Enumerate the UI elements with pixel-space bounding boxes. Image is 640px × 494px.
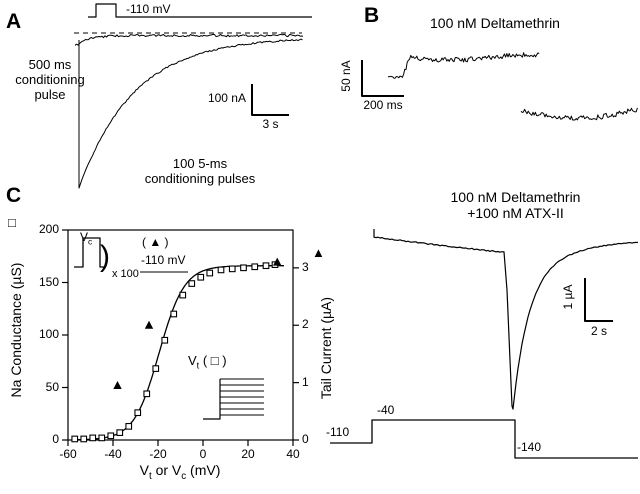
- conductance-point: [179, 291, 187, 299]
- panel-a-voltage-label: -110 mV: [126, 2, 171, 16]
- panel-b-horizontal-scalebar-bottom-label: 2 s: [590, 324, 607, 338]
- conductance-point: [134, 409, 142, 417]
- y-axis-left-label: Na Conductance (µS): [8, 262, 24, 398]
- conductance-point: [98, 434, 106, 442]
- panel-b-traces: [330, 52, 639, 459]
- y-left-tick-label: 150: [38, 274, 59, 289]
- x-tick-label: -40: [104, 447, 122, 461]
- inset-triangle-legend: ( ▲ ): [142, 235, 169, 249]
- conductance-point: [152, 365, 160, 372]
- panel-b-title-top: 100 nM Deltamethrin: [430, 15, 560, 31]
- x-tick-label: 0: [199, 447, 207, 461]
- tail-current-point: [113, 380, 122, 389]
- protocol-step-label: -40: [377, 403, 395, 417]
- conductance-point: [188, 280, 196, 287]
- panel-b-vertical-scalebar-top-label: 50 nA: [339, 60, 353, 92]
- conductance-point: [217, 266, 225, 274]
- conductance-point: [240, 264, 247, 272]
- panel-c-plot: [62, 229, 299, 446]
- panel-a-pulses-label: 100 5-ms conditioning pulses: [144, 156, 256, 186]
- panel-a-horizontal-scalebar-label: 3 s: [262, 117, 279, 131]
- y-left-tick-label: 50: [45, 379, 59, 394]
- conductance-point: [206, 269, 214, 277]
- panel-b-vertical-scalebar-bottom-label: 1 µA: [561, 284, 575, 310]
- panel-c-label: C: [6, 184, 22, 207]
- panel-b-label: B: [364, 4, 380, 27]
- tail-current-point: [273, 257, 282, 266]
- inset-paren-glyph: ): [100, 240, 110, 273]
- conductance-point: [80, 435, 88, 443]
- y-right-tick-label: 0: [302, 432, 309, 447]
- x-axis-label: Vt or Vc (mV): [139, 462, 221, 482]
- y-right-tick-label: 1: [302, 374, 309, 389]
- y-left-tick-label: 100: [38, 327, 59, 342]
- y-left-tick-label: 200: [38, 222, 59, 237]
- x-tick-label: 20: [241, 447, 255, 461]
- y-axis-right-label: Tail Current (µA): [318, 296, 334, 400]
- protocol-tail-label: -140: [517, 440, 542, 454]
- x-tick-label: -60: [59, 447, 77, 461]
- y-right-tick-label: 3: [302, 259, 309, 274]
- conductance-point: [262, 262, 270, 270]
- open-square-marker-glyph: □: [8, 215, 16, 230]
- conductance-point: [125, 422, 133, 430]
- panel-a-traces: [74, 3, 312, 189]
- conductance-point: [197, 273, 205, 281]
- panel-a-label: A: [6, 10, 22, 33]
- panel-a-vertical-scalebar-label: 100 nA: [207, 91, 246, 105]
- y-right-tick-label: 2: [302, 317, 309, 332]
- protocol-holding-label: -110: [326, 425, 350, 439]
- tail-current-point: [144, 320, 154, 329]
- x-tick-label: 40: [286, 447, 300, 461]
- conductance-point: [161, 336, 169, 344]
- inset-vc-label: Vc: [80, 230, 93, 247]
- inset-vt-legend: Vt ( □ ): [188, 353, 227, 371]
- conductance-point: [107, 432, 115, 440]
- inset-holding-label: -110 mV: [141, 253, 186, 267]
- conductance-point: [170, 310, 178, 318]
- panel-b-title-bottom: 100 nM Deltamethrin +100 nM ATX-II: [450, 189, 581, 222]
- x-tick-label: -20: [149, 447, 167, 461]
- inset-multiplier-label: x 100: [112, 268, 139, 280]
- filled-triangle-marker-glyph: ▲: [312, 245, 325, 260]
- y-left-tick-label: 0: [52, 432, 59, 447]
- conductance-point: [71, 435, 79, 443]
- conductance-point: [89, 434, 97, 442]
- conductance-point: [143, 390, 151, 398]
- panel-b-horizontal-scalebar-top-label: 200 ms: [363, 98, 403, 112]
- conductance-point: [116, 429, 124, 437]
- conductance-point: [251, 263, 259, 271]
- panel-a-conditioning-label: 500 ms conditioning pulse: [15, 57, 85, 102]
- conductance-point: [228, 265, 236, 273]
